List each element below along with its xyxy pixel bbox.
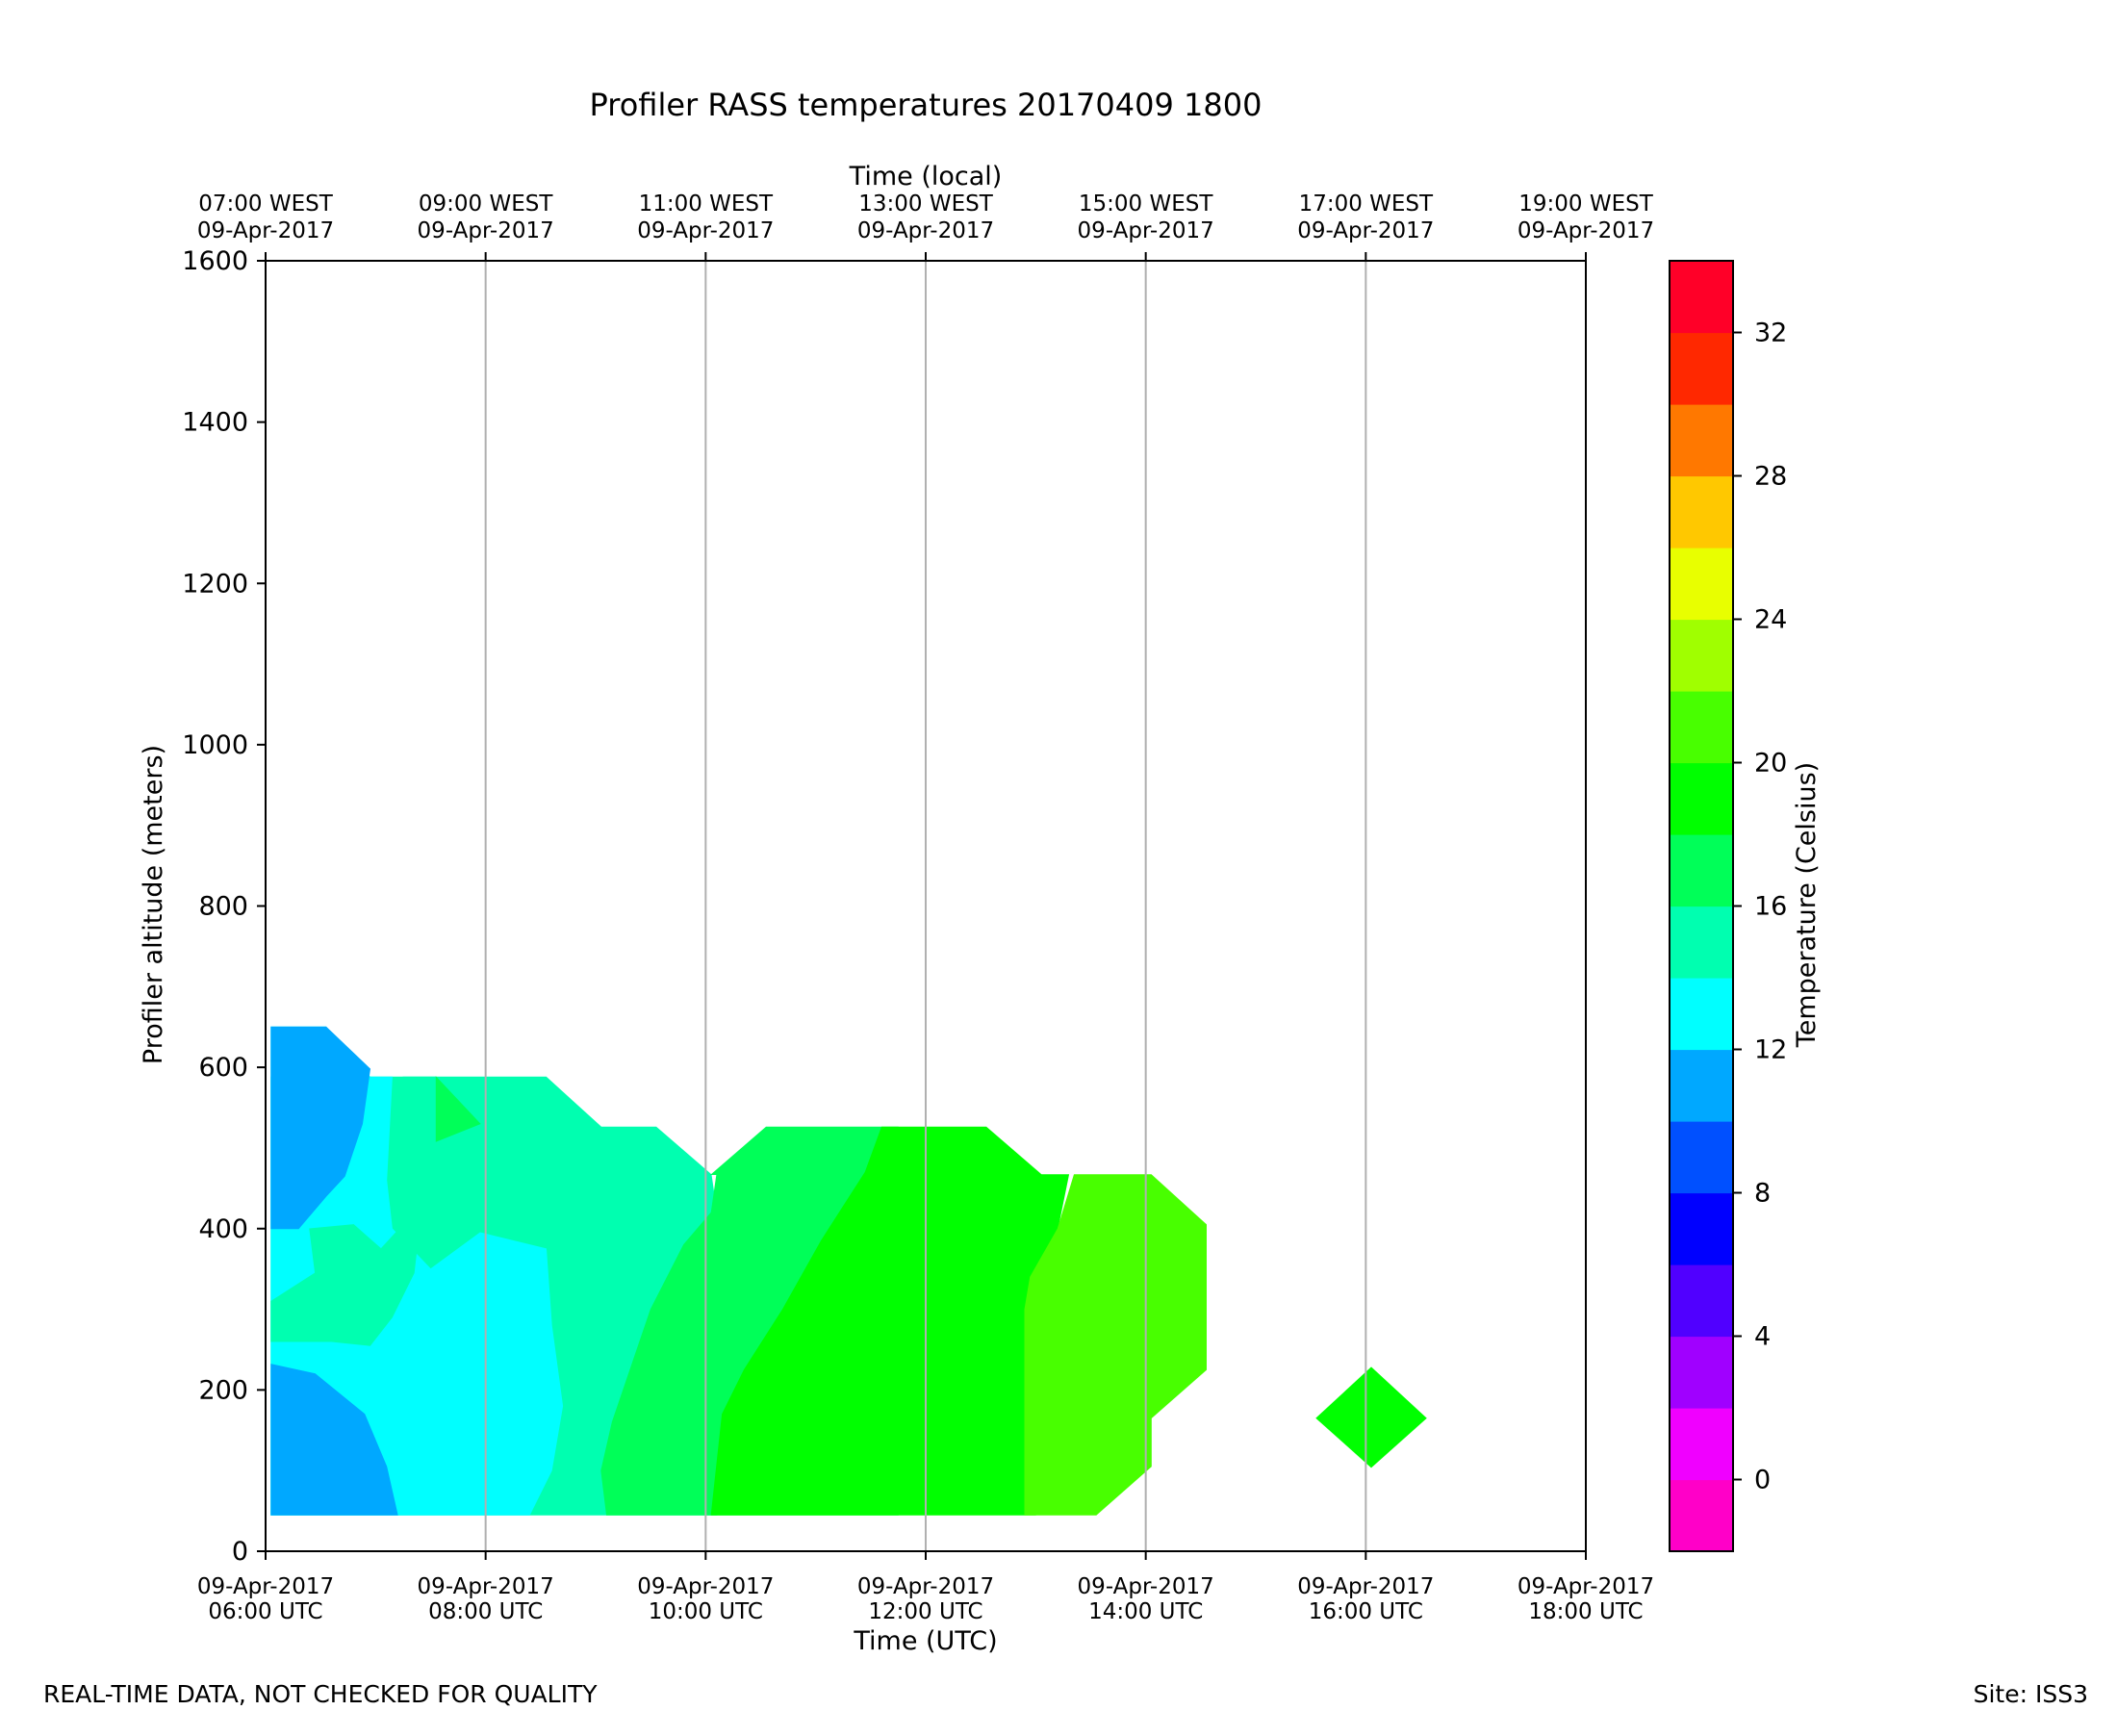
x2-tick-label-time: 13:00 WEST: [858, 191, 993, 217]
colorbar-tick-label: 32: [1754, 319, 1787, 348]
colorbar-tick-label: 16: [1754, 892, 1787, 922]
x-tick-label-date: 09-Apr-2017: [1518, 1574, 1654, 1599]
x2-tick-label-time: 11:00 WEST: [639, 191, 774, 217]
colorbar-tick-label: 0: [1754, 1466, 1771, 1495]
x-tick-label-time: 08:00 UTC: [428, 1599, 543, 1624]
x2-tick-label-date: 09-Apr-2017: [418, 218, 554, 243]
x-tick-label-time: 18:00 UTC: [1528, 1599, 1643, 1624]
colorbar-tick-label: 12: [1754, 1035, 1787, 1065]
y-tick-label: 0: [232, 1537, 248, 1567]
x2-tick-label-time: 17:00 WEST: [1299, 191, 1434, 217]
colorbar-tick-label: 8: [1754, 1179, 1771, 1209]
colorbar-swatch: [1670, 332, 1733, 405]
x-tick-label-date: 09-Apr-2017: [1297, 1574, 1434, 1599]
y-ticks: 0 200 400 600 800 1000 1200 1400 1600: [182, 246, 266, 1567]
colorbar-swatch: [1670, 475, 1733, 549]
contour-region: [270, 1076, 437, 1346]
y-axis-label: Profiler altitude (meters): [139, 745, 168, 1064]
x2-tick-label-time: 07:00 WEST: [198, 191, 333, 217]
colorbar-swatch: [1670, 1336, 1733, 1409]
colorbar-swatch: [1670, 1408, 1733, 1481]
colorbar-tick-label: 28: [1754, 462, 1787, 492]
colorbar-label: Temperature (Celsius): [1792, 762, 1822, 1048]
colorbar-swatch: [1670, 834, 1733, 907]
contour-region: [270, 1026, 371, 1230]
contour-region: [435, 1076, 481, 1142]
grid-lines: [484, 261, 1367, 1551]
colorbar-swatch: [1670, 691, 1733, 764]
x-tick-label-time: 06:00 UTC: [208, 1599, 322, 1624]
x-tick-label-time: 12:00 UTC: [868, 1599, 982, 1624]
colorbar-swatch: [1670, 762, 1733, 835]
x2-tick-label-date: 09-Apr-2017: [1078, 218, 1214, 243]
colorbar-swatch: [1670, 1479, 1733, 1552]
colorbar-swatch: [1670, 1049, 1733, 1122]
contour-region: [1024, 1174, 1207, 1516]
colorbar-swatch: [1670, 1192, 1733, 1265]
colorbar-swatch: [1670, 1121, 1733, 1194]
x2-tick-label-date: 09-Apr-2017: [1518, 218, 1654, 243]
y-tick-label: 1000: [182, 730, 248, 760]
site-label: Site: ISS3: [1973, 1680, 2088, 1708]
colorbar: 0 4 8 12 16 20 24 28 32: [1669, 260, 1787, 1552]
colorbar-tick-label: 24: [1754, 605, 1787, 635]
quality-disclaimer: REAL-TIME DATA, NOT CHECKED FOR QUALITY: [43, 1680, 598, 1708]
y-tick-label: 400: [198, 1214, 248, 1244]
colorbar-tick-label: 4: [1754, 1322, 1771, 1352]
x2-tick-label-date: 09-Apr-2017: [197, 218, 334, 243]
top-axis-label: Time (local): [849, 162, 1003, 191]
x2-tick-label-time: 09:00 WEST: [419, 191, 553, 217]
contour-region: [1315, 1366, 1427, 1468]
x-tick-label-date: 09-Apr-2017: [857, 1574, 994, 1599]
colorbar-swatch: [1670, 906, 1733, 979]
colorbar-swatch: [1670, 404, 1733, 477]
x2-tick-label-date: 09-Apr-2017: [637, 218, 774, 243]
x2-tick-label-time: 19:00 WEST: [1518, 191, 1653, 217]
y-tick-label: 1200: [182, 569, 248, 599]
y-tick-label: 800: [198, 892, 248, 922]
y-tick-label: 600: [198, 1053, 248, 1083]
x-axis-label: Time (UTC): [853, 1626, 997, 1656]
colorbar-tick-label: 20: [1754, 749, 1787, 779]
colorbar-swatch: [1670, 978, 1733, 1051]
contour-regions: [270, 1026, 1427, 1516]
colorbar-swatch: [1670, 619, 1733, 692]
x-tick-label-date: 09-Apr-2017: [637, 1574, 774, 1599]
x-tick-label-date: 09-Apr-2017: [197, 1574, 334, 1599]
chart-title: Profiler RASS temperatures 20170409 1800: [590, 87, 1263, 123]
colorbar-swatch: [1670, 548, 1733, 621]
x-tick-label-date: 09-Apr-2017: [418, 1574, 554, 1599]
x2-tick-label-time: 15:00 WEST: [1079, 191, 1213, 217]
contour-region: [270, 1364, 398, 1516]
x-tick-label-date: 09-Apr-2017: [1078, 1574, 1214, 1599]
y-tick-label: 1600: [182, 246, 248, 276]
x-tick-label-time: 14:00 UTC: [1088, 1599, 1203, 1624]
x2-tick-label-date: 09-Apr-2017: [857, 218, 994, 243]
x-tick-label-time: 16:00 UTC: [1309, 1599, 1423, 1624]
x-tick-label-time: 10:00 UTC: [649, 1599, 763, 1624]
y-tick-label: 1400: [182, 408, 248, 438]
colorbar-swatch: [1670, 261, 1733, 334]
x2-tick-label-date: 09-Apr-2017: [1297, 218, 1434, 243]
colorbar-swatch: [1670, 1264, 1733, 1338]
y-tick-label: 200: [198, 1375, 248, 1405]
